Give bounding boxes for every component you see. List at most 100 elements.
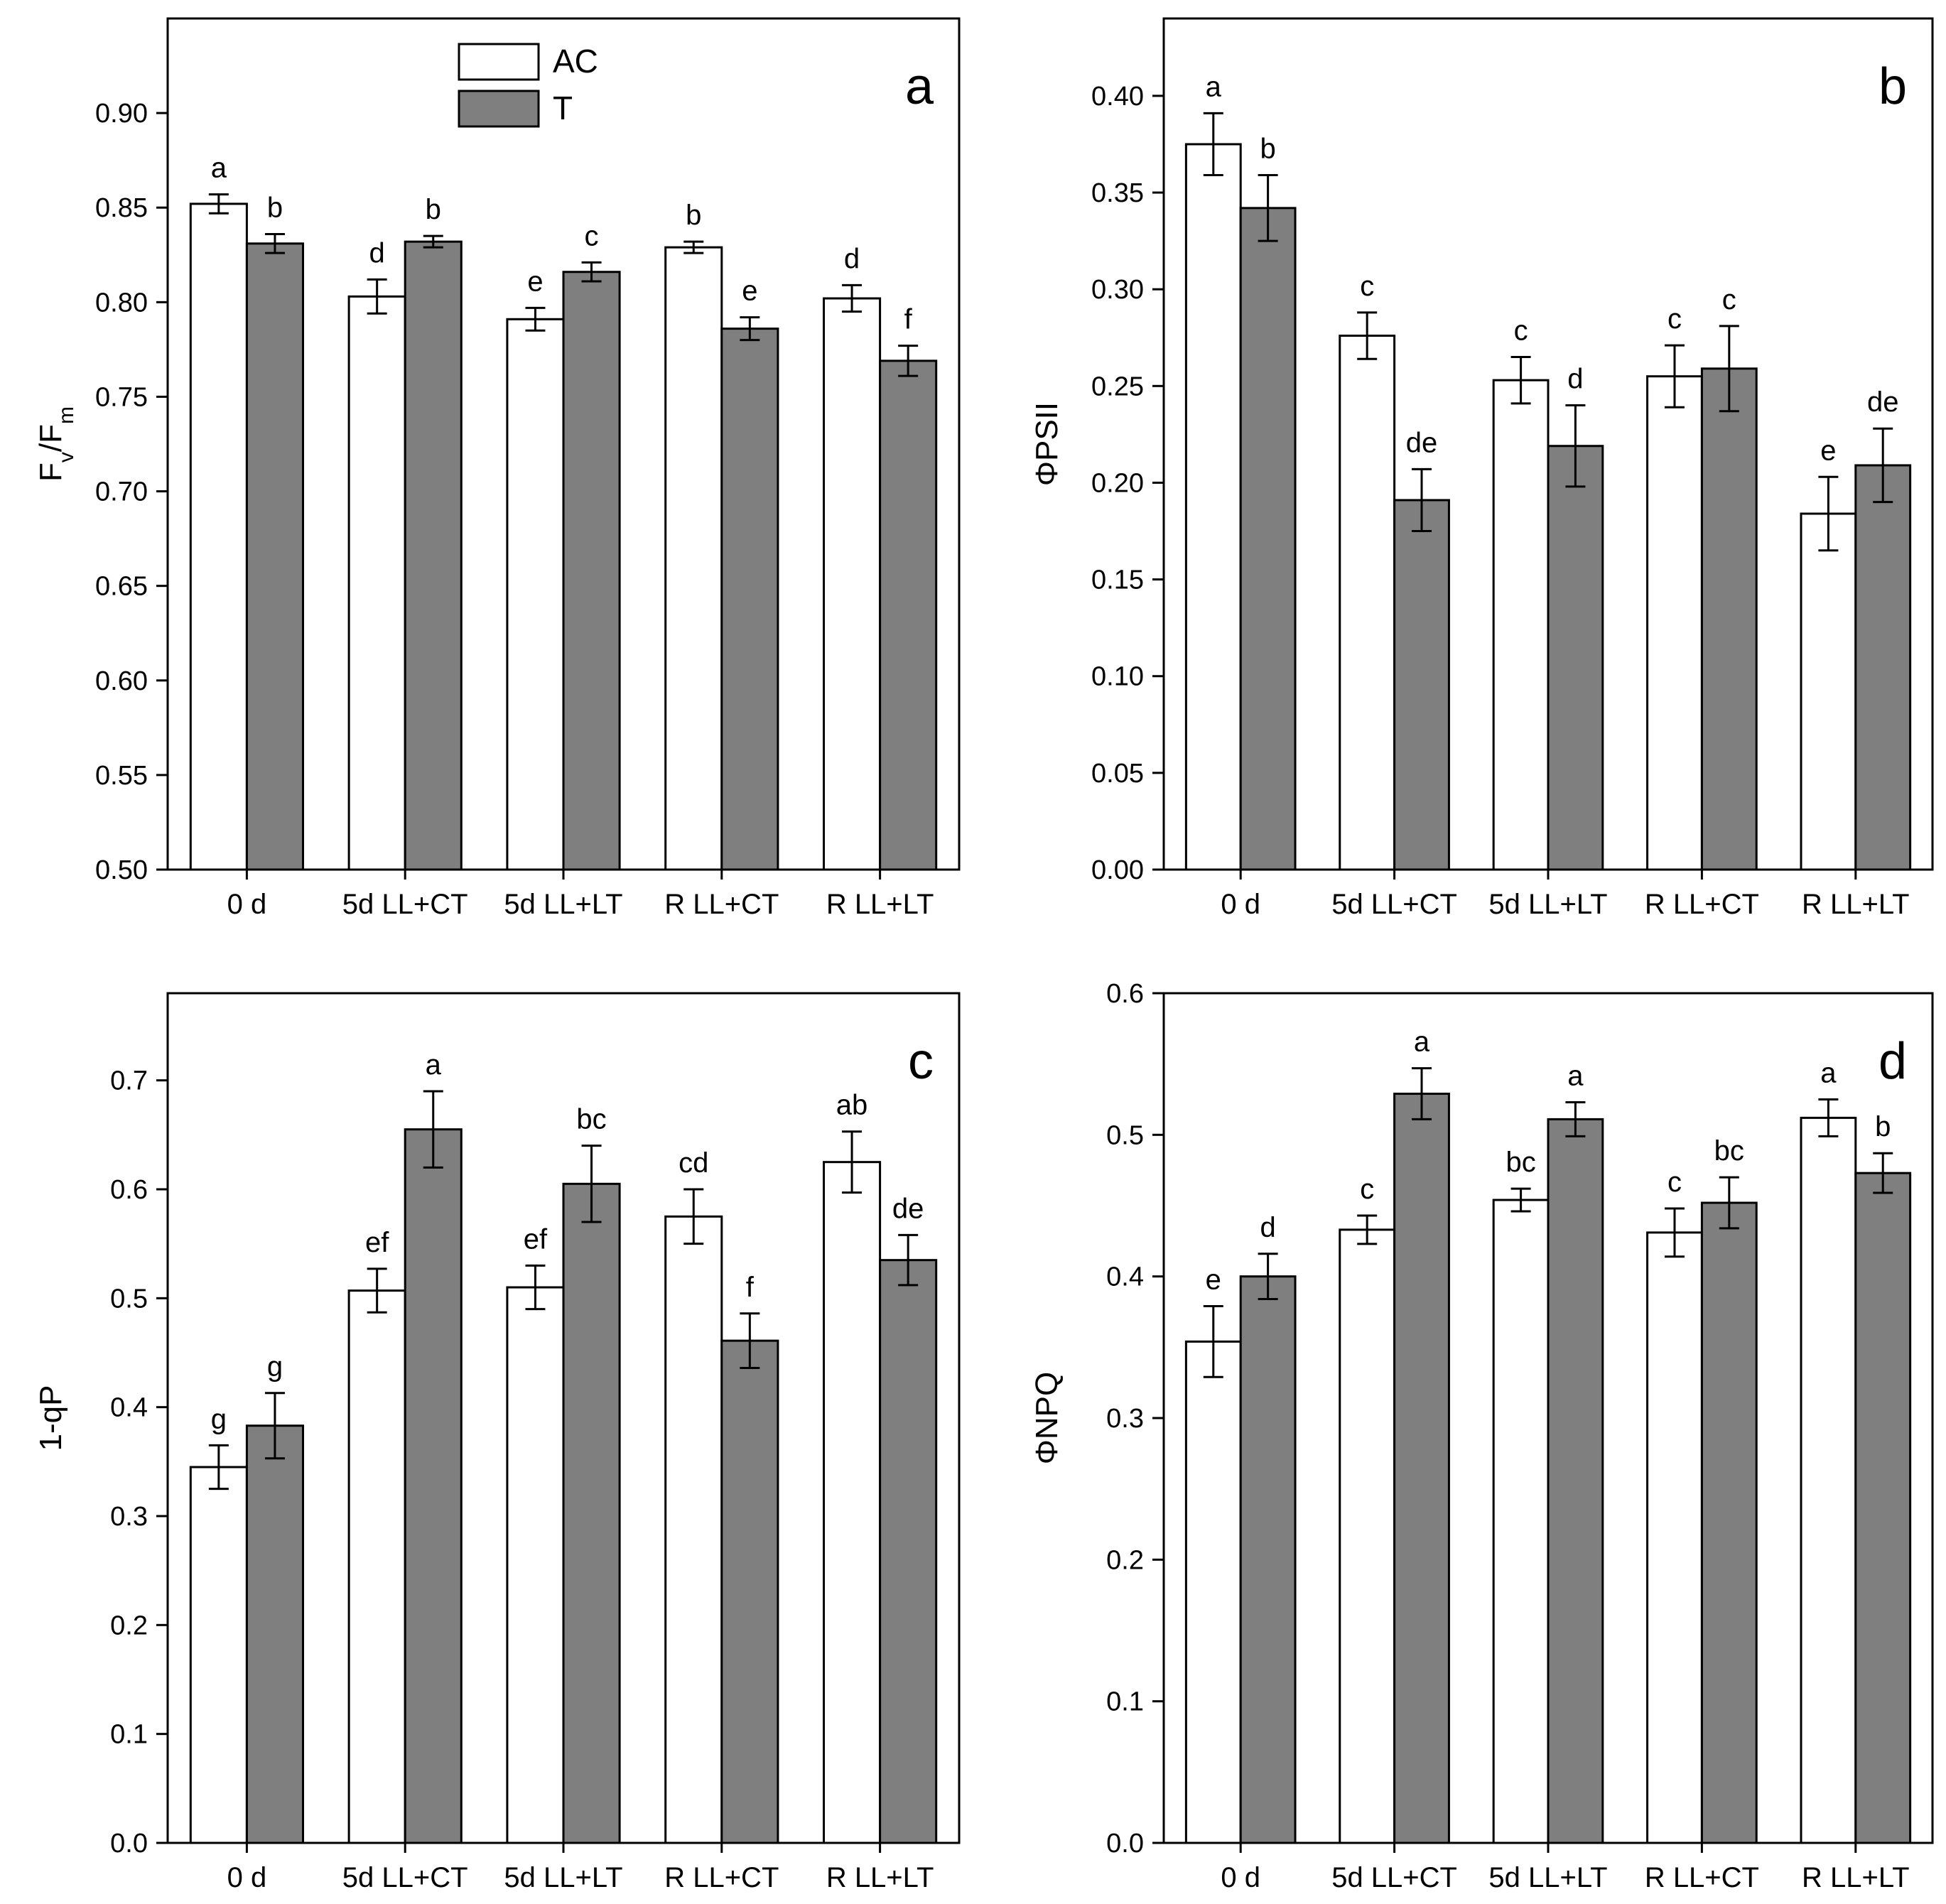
bar-ac bbox=[189, 202, 248, 871]
category-label: 0 d bbox=[227, 1862, 267, 1893]
y-tick-label: 0.55 bbox=[95, 761, 148, 791]
category-label: R LL+CT bbox=[664, 1862, 779, 1893]
bar-ac bbox=[664, 246, 723, 871]
bar-ac bbox=[664, 1215, 723, 1844]
y-tick-label: 0.00 bbox=[1091, 855, 1144, 885]
bar-t bbox=[720, 1339, 779, 1844]
significance-label: bc bbox=[576, 1104, 606, 1135]
bar-ac bbox=[823, 1161, 882, 1844]
significance-label: cd bbox=[679, 1147, 708, 1179]
significance-label: g bbox=[267, 1351, 283, 1383]
significance-label: e bbox=[1820, 435, 1836, 466]
y-tick-label: 0.6 bbox=[110, 1175, 148, 1205]
y-tick-label: 0.1 bbox=[110, 1720, 148, 1750]
y-tick-label: 0.20 bbox=[1091, 468, 1144, 498]
y-tick-label: 0.4 bbox=[110, 1393, 148, 1423]
y-tick-label: 0.65 bbox=[95, 572, 148, 602]
bar-t bbox=[1854, 464, 1912, 871]
significance-label: ab bbox=[836, 1090, 868, 1121]
legend-swatch-ac bbox=[458, 43, 540, 81]
y-tick-label: 0.0 bbox=[1106, 1829, 1144, 1859]
y-tick-label: 0.0 bbox=[110, 1829, 148, 1859]
category-label: R LL+LT bbox=[1802, 889, 1910, 920]
significance-label: de bbox=[1867, 386, 1899, 418]
bar-ac bbox=[1800, 512, 1857, 871]
significance-label: d bbox=[1260, 1212, 1275, 1243]
significance-label: d bbox=[369, 237, 385, 269]
bar-ac bbox=[1492, 1199, 1550, 1844]
bar-t bbox=[1547, 445, 1604, 871]
y-tick-label: 0.7 bbox=[110, 1066, 148, 1096]
y-tick-label: 0.6 bbox=[1106, 979, 1144, 1009]
bar-t bbox=[404, 240, 463, 871]
panel-b: 0.00 0.05 0.10 0.15 0.20 0.25 0.30 0.35 0.40 0 d 5… bbox=[1029, 17, 1934, 920]
bar-ac bbox=[1492, 379, 1550, 871]
bar-t bbox=[1700, 1201, 1758, 1844]
y-tick-label: 0.35 bbox=[1091, 178, 1144, 208]
panel-letter: c bbox=[908, 1033, 934, 1090]
y-tick-label: 0.5 bbox=[1106, 1120, 1144, 1150]
bar-ac bbox=[347, 1289, 406, 1844]
category-label: R LL+LT bbox=[826, 889, 934, 920]
legend-label-t: T bbox=[553, 90, 573, 126]
y-axis-title: 1-qP bbox=[33, 1385, 68, 1451]
y-tick-label: 0.80 bbox=[95, 288, 148, 318]
y-axis-title: ΦNPQ bbox=[1029, 1372, 1064, 1464]
bar-ac bbox=[1646, 1231, 1703, 1844]
significance-label: b bbox=[1260, 134, 1275, 165]
panel-c: 0.0 0.1 0.2 0.3 0.4 0.5 0.6 0.7 0 d 5d LL+CT 5d LL… bbox=[33, 992, 961, 1893]
y-tick-label: 0.90 bbox=[95, 99, 148, 129]
y-axis-subscript: m bbox=[55, 406, 78, 424]
significance-label: b bbox=[686, 200, 701, 231]
legend: AC T bbox=[458, 43, 598, 128]
bar-ac bbox=[823, 297, 882, 871]
significance-label: c bbox=[1360, 1174, 1374, 1205]
y-tick-label: 0.30 bbox=[1091, 275, 1144, 305]
bar-ac bbox=[506, 318, 565, 871]
legend-swatch-t bbox=[458, 90, 540, 128]
category-label: R LL+CT bbox=[1645, 889, 1759, 920]
y-axis-title: Fv/Fm bbox=[33, 406, 78, 482]
bar-ac bbox=[1800, 1116, 1857, 1844]
significance-label: d bbox=[1567, 364, 1583, 395]
significance-label: a bbox=[211, 153, 227, 184]
category-label: 5d LL+CT bbox=[342, 1862, 468, 1893]
y-tick-label: 0.2 bbox=[1106, 1545, 1144, 1575]
significance-label: a bbox=[1206, 71, 1222, 102]
y-axis-subscript: v bbox=[55, 452, 78, 463]
bar-t bbox=[1700, 367, 1758, 871]
category-label: 5d LL+LT bbox=[504, 1862, 622, 1893]
category-label: 5d LL+LT bbox=[1488, 1862, 1607, 1893]
y-tick-label: 0.3 bbox=[110, 1502, 148, 1532]
y-tick-label: 0.2 bbox=[110, 1611, 148, 1640]
significance-label: bc bbox=[1714, 1135, 1744, 1167]
significance-label: d bbox=[844, 243, 860, 274]
bar-t bbox=[245, 242, 304, 871]
bar-t bbox=[1393, 499, 1450, 871]
category-label: 5d LL+CT bbox=[1331, 1862, 1457, 1893]
bar-ac bbox=[1339, 335, 1396, 871]
category-label: 0 d bbox=[1221, 889, 1260, 920]
category-label: R LL+LT bbox=[826, 1862, 934, 1893]
significance-label: f bbox=[904, 304, 913, 335]
significance-label: ef bbox=[524, 1223, 548, 1255]
significance-label: a bbox=[1567, 1060, 1584, 1091]
panel-a: 0.50 0.55 0.60 0.65 0.70 0.75 0.80 0.85 0.90 0 d 5… bbox=[33, 17, 961, 920]
y-tick-label: 0.10 bbox=[1091, 662, 1144, 692]
significance-label: c bbox=[1514, 315, 1528, 346]
y-tick-label: 0.5 bbox=[110, 1284, 148, 1314]
significance-label: ef bbox=[365, 1227, 389, 1258]
significance-label: a bbox=[1820, 1058, 1837, 1089]
bar-ac bbox=[1646, 375, 1703, 871]
y-tick-label: 0.40 bbox=[1091, 82, 1144, 112]
y-tick-label: 0.60 bbox=[95, 666, 148, 696]
significance-label: e bbox=[527, 266, 543, 297]
y-axis-title-part: F bbox=[33, 463, 68, 482]
bar-ac bbox=[1184, 143, 1242, 871]
bar-t bbox=[1239, 207, 1297, 871]
bar-t bbox=[720, 328, 779, 871]
significance-label: de bbox=[892, 1193, 924, 1224]
category-label: 0 d bbox=[1221, 1862, 1260, 1893]
y-axis-title: ΦPSII bbox=[1029, 402, 1064, 486]
